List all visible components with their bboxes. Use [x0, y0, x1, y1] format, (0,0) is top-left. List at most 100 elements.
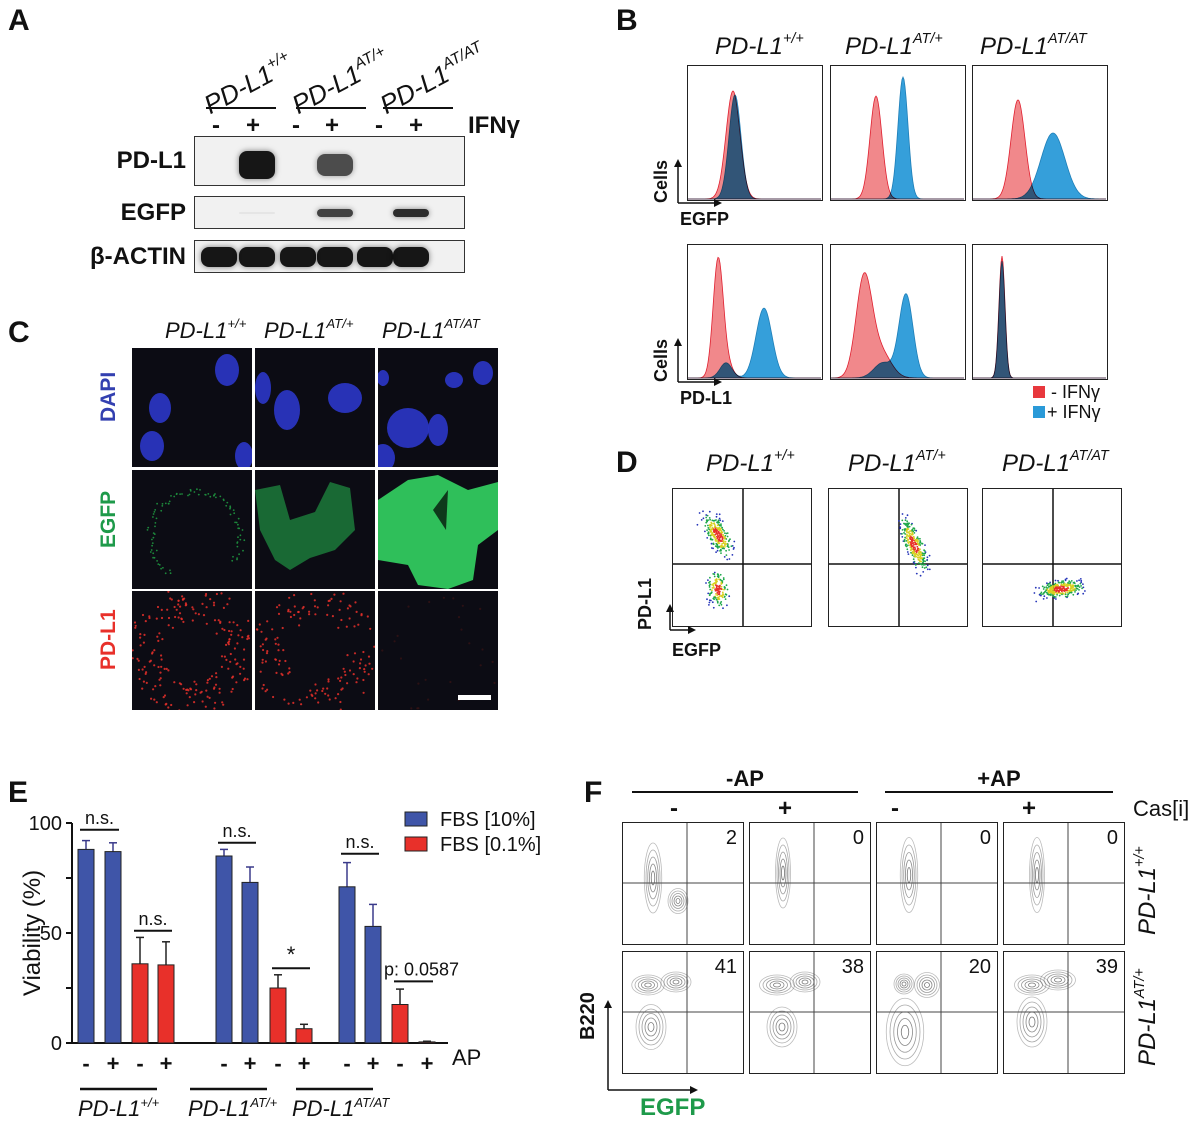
micrograph-content — [132, 470, 252, 589]
genotype-superscript: +/+ — [783, 31, 804, 47]
micrograph-pd-l1 — [255, 591, 375, 710]
plus-sign: + — [241, 114, 265, 138]
scatter-plot — [828, 488, 968, 627]
contour-plot: 38 — [749, 951, 871, 1074]
quadrant-percentage: 41 — [715, 956, 737, 979]
histogram-curves — [831, 245, 964, 378]
svg-text:PD-L1AT/AT: PD-L1AT/AT — [292, 1095, 390, 1121]
cas-inhibitor-label: Cas[i] — [1133, 796, 1189, 822]
blot-row-label: PD-L1 — [117, 147, 186, 175]
contour-plot: 2 — [622, 822, 744, 945]
row-genotype-label: PD-L1+/+ — [1136, 846, 1160, 935]
axis-arrows-icon — [672, 157, 726, 209]
genotype-label: PD-L1AT/+ — [845, 35, 943, 59]
svg-text:n.s.: n.s. — [222, 821, 251, 841]
genotype-underline — [296, 107, 366, 109]
svg-text:-: - — [396, 1051, 403, 1076]
svg-text:+: + — [367, 1051, 380, 1076]
quadrant-percentage: 0 — [853, 827, 864, 850]
genotype-label: PD-L1+/+ — [165, 320, 246, 342]
genotype-base: PD-L1 — [715, 33, 783, 60]
row-genotype-label: PD-L1AT/+ — [1136, 968, 1160, 1066]
svg-text:+: + — [160, 1051, 173, 1076]
axis-arrows-icon — [672, 336, 726, 388]
genotype-base: PD-L1 — [264, 318, 326, 343]
micrograph-content — [132, 348, 252, 467]
panel-letter-b: B — [616, 6, 638, 36]
micrograph-content — [255, 348, 375, 467]
contour-plot: 39 — [1003, 951, 1125, 1074]
genotype-superscript: AT/AT — [440, 38, 485, 73]
histogram-plot — [972, 244, 1108, 380]
svg-text:-: - — [274, 1051, 281, 1076]
micrograph-content — [255, 591, 375, 710]
y-axis-label: Cells — [652, 160, 670, 203]
histogram-curves — [831, 66, 964, 199]
axis-arrows-icon — [664, 602, 700, 636]
genotype-underline — [383, 107, 453, 109]
y-axis-label: B220 — [578, 992, 598, 1040]
bar — [216, 856, 232, 1043]
condition-header: -AP — [632, 766, 858, 792]
svg-text:0: 0 — [51, 1033, 62, 1055]
contour-plot: 0 — [749, 822, 871, 945]
blot-band — [239, 212, 275, 213]
genotype-base: PD-L1 — [1134, 867, 1161, 935]
panel-letter-d: D — [616, 448, 638, 478]
bar — [270, 988, 286, 1043]
micrograph-content — [378, 348, 498, 467]
svg-text:AP: AP — [452, 1045, 481, 1070]
micrograph-content — [255, 470, 375, 589]
micrograph-egfp — [255, 470, 375, 589]
genotype-base: PD-L1 — [199, 59, 278, 120]
contour-lines — [877, 823, 996, 943]
plus-sign: + — [404, 114, 428, 138]
contour-lines — [750, 823, 869, 943]
density-scatter — [829, 489, 966, 625]
genotype-label: PD-L1AT/AT — [382, 320, 480, 342]
svg-text:n.s.: n.s. — [138, 909, 167, 929]
micrograph-dapi — [378, 348, 498, 467]
micrograph-egfp — [132, 470, 252, 589]
genotype-label: PD-L1+/+ — [715, 35, 804, 59]
channel-label: DAPI — [98, 372, 119, 422]
bar — [242, 882, 258, 1043]
western-blot-strip — [194, 136, 465, 186]
svg-text:FBS [0.1%]: FBS [0.1%] — [440, 834, 541, 856]
blot-band — [280, 247, 316, 267]
bar — [105, 852, 121, 1043]
blot-band — [317, 154, 353, 177]
svg-text:n.s.: n.s. — [85, 808, 114, 828]
micrograph-pd-l1 — [132, 591, 252, 710]
genotype-base: PD-L1 — [848, 450, 916, 477]
genotype-superscript: +/+ — [227, 316, 246, 331]
contour-lines — [623, 823, 742, 943]
minus-sign: - — [367, 114, 391, 138]
svg-text:-: - — [343, 1051, 350, 1076]
x-axis-label: EGFP — [672, 640, 721, 661]
blot-row-label: β-ACTIN — [90, 243, 186, 271]
y-axis-label: PD-L1 — [636, 578, 654, 630]
quadrant-percentage: 20 — [969, 956, 991, 979]
genotype-base: PD-L1 — [706, 450, 774, 477]
quadrant-percentage: 0 — [980, 827, 991, 850]
svg-text:+: + — [107, 1051, 120, 1076]
ifn-gamma-label: IFNγ — [468, 112, 520, 140]
bar — [339, 887, 355, 1043]
viability-bar-chart: 050100Viability (%)- + - + - + - + - + - + APPD-L1+/… — [0, 740, 600, 1127]
x-axis-label: EGFP — [640, 1094, 705, 1122]
legend-swatch-minus-ifn — [1033, 386, 1045, 398]
genotype-label: PD-L1AT/AT — [980, 35, 1087, 59]
legend-label-minus-ifn: - IFNγ — [1051, 382, 1100, 403]
histogram-curves — [973, 245, 1106, 378]
contour-plot: 0 — [876, 822, 998, 945]
channel-label: PD-L1 — [98, 609, 119, 670]
blot-band — [239, 247, 275, 267]
genotype-base: PD-L1 — [165, 318, 227, 343]
genotype-label: PD-L1AT/+ — [848, 452, 946, 476]
svg-text:-: - — [136, 1051, 143, 1076]
svg-text:-: - — [220, 1051, 227, 1076]
genotype-superscript: AT/+ — [326, 316, 353, 331]
genotype-base: PD-L1 — [845, 33, 913, 60]
channel-label: EGFP — [98, 491, 119, 548]
